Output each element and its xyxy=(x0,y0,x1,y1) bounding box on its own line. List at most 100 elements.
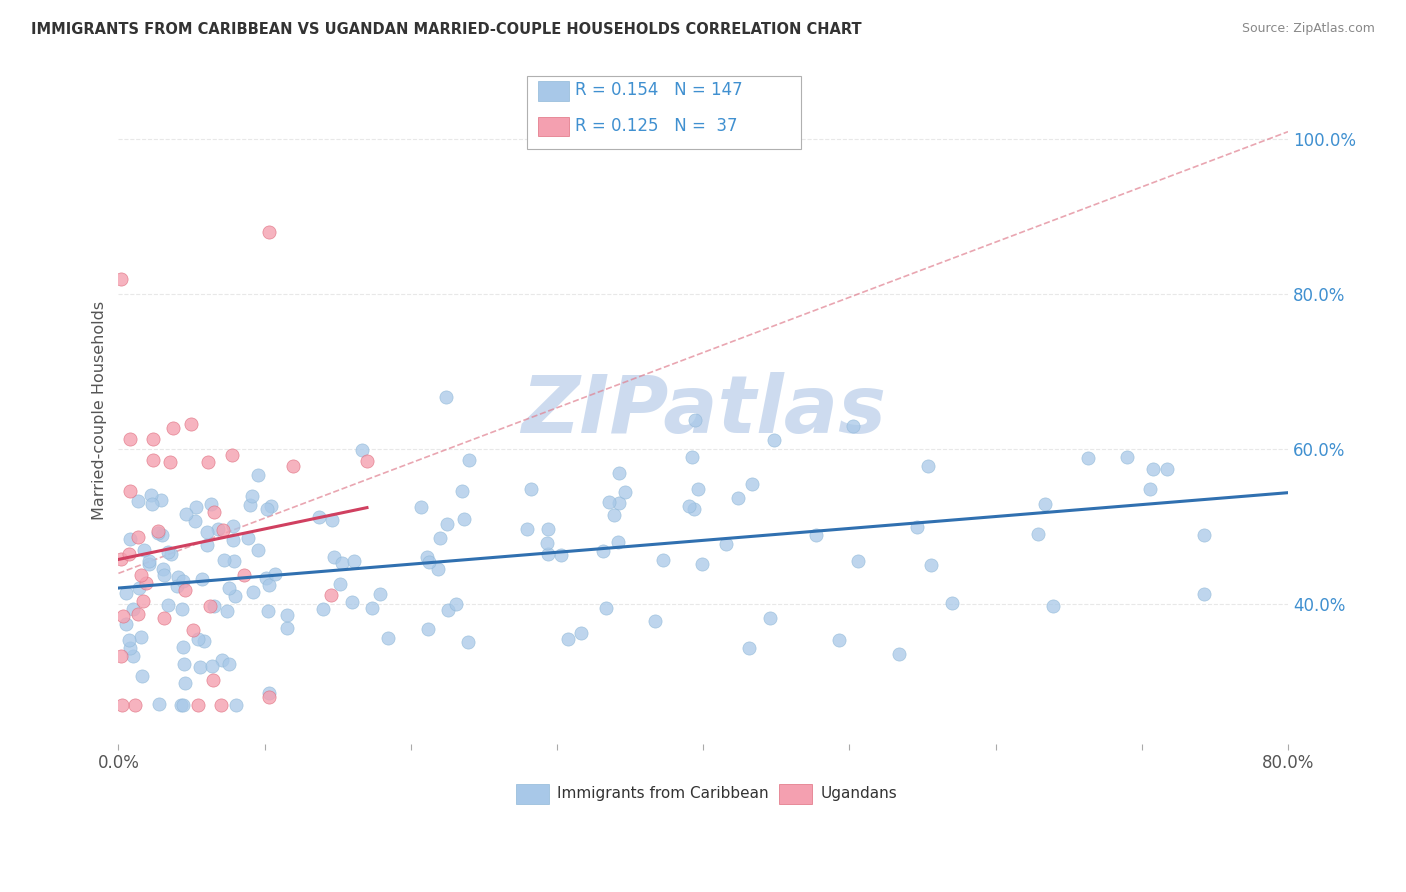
Point xyxy=(762,433,785,447)
Point xyxy=(224,589,246,603)
Point xyxy=(172,640,194,654)
Point xyxy=(149,493,172,508)
Point xyxy=(180,417,202,432)
Point xyxy=(592,544,614,558)
Point xyxy=(416,550,439,565)
Point xyxy=(276,607,298,622)
Point xyxy=(340,595,363,609)
Point xyxy=(550,548,572,562)
Point xyxy=(418,555,440,569)
Point xyxy=(191,572,214,586)
Point xyxy=(160,547,183,561)
Point xyxy=(127,530,149,544)
Point xyxy=(114,585,136,599)
Point xyxy=(738,640,761,655)
Point xyxy=(222,518,245,533)
Point xyxy=(607,496,630,510)
Point xyxy=(110,552,132,566)
Point xyxy=(184,514,207,528)
Point xyxy=(846,554,869,568)
Point xyxy=(173,657,195,671)
Point xyxy=(146,525,169,540)
Point xyxy=(181,623,204,637)
Point xyxy=(1192,587,1215,601)
Point xyxy=(828,633,851,648)
Point xyxy=(678,500,700,514)
Point xyxy=(159,455,181,469)
Point xyxy=(170,602,193,616)
Text: Source: ZipAtlas.com: Source: ZipAtlas.com xyxy=(1241,22,1375,36)
FancyBboxPatch shape xyxy=(779,784,813,804)
Point xyxy=(330,556,353,570)
Point xyxy=(652,552,675,566)
Point xyxy=(686,482,709,496)
Point xyxy=(197,455,219,469)
Point xyxy=(457,452,479,467)
Point xyxy=(129,630,152,644)
Point xyxy=(172,574,194,588)
Point xyxy=(198,599,221,614)
Point xyxy=(257,226,280,240)
Point xyxy=(917,459,939,474)
Point xyxy=(690,557,713,571)
Point xyxy=(174,507,197,521)
Point xyxy=(1077,451,1099,466)
Point xyxy=(212,553,235,567)
Point xyxy=(727,491,749,505)
Point xyxy=(120,433,142,447)
Point xyxy=(569,626,592,640)
Point xyxy=(141,453,163,467)
Point xyxy=(321,513,343,527)
Point xyxy=(131,568,153,582)
Point xyxy=(436,517,458,532)
Point xyxy=(118,547,141,561)
Point xyxy=(537,522,560,536)
Point xyxy=(905,520,928,534)
Point xyxy=(135,576,157,591)
Point xyxy=(644,615,666,629)
Point xyxy=(114,617,136,632)
Point xyxy=(222,533,245,547)
Point xyxy=(343,554,366,568)
Point xyxy=(222,554,245,568)
Point xyxy=(308,510,330,524)
Point xyxy=(110,272,132,286)
Point xyxy=(806,528,828,542)
Point xyxy=(240,490,263,504)
Text: R = 0.154   N = 147: R = 0.154 N = 147 xyxy=(575,81,742,99)
Point xyxy=(1192,528,1215,542)
Point xyxy=(434,390,457,404)
Point xyxy=(453,512,475,526)
Point xyxy=(141,497,163,511)
Point xyxy=(218,657,240,671)
Point xyxy=(188,659,211,673)
Point xyxy=(264,567,287,582)
Text: IMMIGRANTS FROM CARIBBEAN VS UGANDAN MARRIED-COUPLE HOUSEHOLDS CORRELATION CHART: IMMIGRANTS FROM CARIBBEAN VS UGANDAN MAR… xyxy=(31,22,862,37)
Point xyxy=(607,466,630,480)
Point xyxy=(201,659,224,673)
Point xyxy=(138,554,160,568)
Point xyxy=(211,698,233,712)
Point xyxy=(426,561,449,575)
Point xyxy=(193,634,215,648)
Point xyxy=(150,527,173,541)
Point xyxy=(200,497,222,511)
Point xyxy=(111,698,134,712)
Text: ZIPatlas: ZIPatlas xyxy=(520,372,886,450)
Point xyxy=(221,448,243,462)
Point xyxy=(225,698,247,712)
Point xyxy=(682,501,704,516)
Point xyxy=(603,508,626,522)
Point xyxy=(156,598,179,612)
Text: Ugandans: Ugandans xyxy=(820,787,897,801)
Point xyxy=(557,632,579,646)
Point xyxy=(173,583,195,598)
Point xyxy=(1042,599,1064,613)
Point xyxy=(242,584,264,599)
Point xyxy=(436,603,458,617)
Point xyxy=(281,459,304,474)
Point xyxy=(312,602,335,616)
Point xyxy=(1156,462,1178,476)
Point xyxy=(218,581,240,595)
Point xyxy=(842,419,865,434)
